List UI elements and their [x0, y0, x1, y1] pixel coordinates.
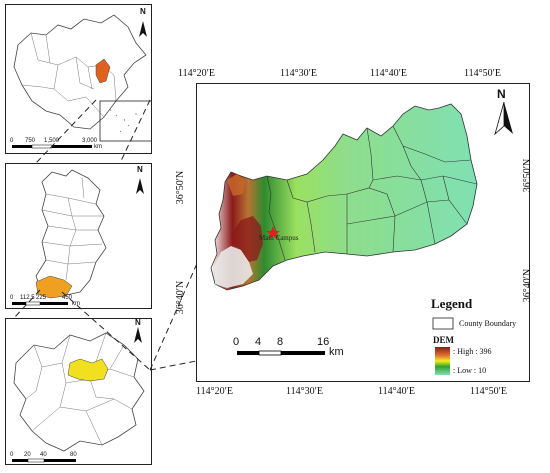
- dem-high-ridge: [231, 216, 263, 262]
- inset-city-panel: N 0 20 40 80: [5, 318, 152, 465]
- dem-color-ramp: [435, 347, 450, 375]
- city-outline: [13, 332, 145, 452]
- china-north-label: N: [140, 7, 146, 16]
- lat-right-2: 36°40′N: [522, 268, 534, 303]
- scale-unit: km: [329, 346, 344, 358]
- legend-high: : High : 396: [453, 347, 492, 356]
- lat-left-2: 36°40′N: [175, 280, 187, 315]
- legend-dem-title: DEM: [433, 335, 454, 345]
- legend-county-boundary: County Boundary: [459, 319, 517, 328]
- dem-peak-area: [215, 246, 253, 288]
- county-boundaries: [266, 125, 478, 261]
- legend-title: Legend: [431, 296, 473, 311]
- china-scale-0: 0: [10, 138, 14, 144]
- province-outline: [35, 169, 107, 297]
- province-scale-3: 450: [62, 295, 73, 301]
- province-north-label: N: [137, 165, 143, 174]
- city-scale-1: 20: [24, 452, 31, 458]
- lat-right-1: 36°50′N: [522, 158, 534, 193]
- province-scale-unit: km: [72, 301, 80, 307]
- scale-label-1: 4: [255, 336, 262, 348]
- north-arrow-icon: [134, 327, 142, 343]
- city-north-label: N: [135, 318, 141, 327]
- province-city-lines: [41, 177, 104, 281]
- china-scale-unit: km: [94, 144, 102, 150]
- campus-star-icon: [266, 226, 280, 239]
- main-map-frame: N Main Campus 0 4 8 16 km Legend County …: [196, 83, 530, 382]
- lon-top-4: 114°50′E: [464, 68, 501, 79]
- china-scale-2: 1,500: [44, 138, 60, 144]
- china-scale-1: 750: [25, 138, 36, 144]
- lon-bottom-3: 114°40′E: [378, 386, 415, 397]
- city-map: [12, 327, 145, 463]
- inset-province-panel: N 0 112.5 225 450 km: [5, 163, 152, 309]
- lon-top-3: 114°40′E: [370, 68, 407, 79]
- city-scale-0: 0: [10, 452, 14, 458]
- lat-left-1: 36°50′N: [175, 170, 187, 205]
- inset-china-panel: N 0 750 1,500 3,000 km: [5, 4, 152, 154]
- study-area-dem: [210, 103, 478, 291]
- north-arrow-icon: [136, 178, 144, 194]
- lon-bottom-4: 114°50′E: [470, 386, 507, 397]
- city-scale-3: 80: [70, 452, 77, 458]
- dem-map: [210, 101, 513, 375]
- china-highlight-region: [95, 58, 111, 84]
- north-arrow-icon: [139, 21, 147, 37]
- province-scale-0: 0: [10, 295, 14, 301]
- campus-label: Main Campus: [259, 234, 299, 242]
- province-map: [12, 169, 144, 306]
- lon-bottom-2: 114°30′E: [286, 386, 323, 397]
- province-scale-1: 112.5: [20, 295, 35, 301]
- islands: [109, 108, 137, 133]
- dem-north-ridge: [227, 174, 245, 196]
- scale-label-3: 16: [317, 336, 330, 348]
- china-outline: [13, 14, 147, 130]
- lon-top-2: 114°30′E: [280, 68, 317, 79]
- china-map: [12, 14, 151, 149]
- legend-low: : Low : 10: [453, 366, 487, 375]
- lon-top-1: 114°20′E: [178, 68, 215, 79]
- lon-bottom-1: 114°20′E: [196, 386, 233, 397]
- main-north-label: N: [497, 87, 506, 101]
- province-scale-2: 225: [36, 295, 47, 301]
- county-boundary-swatch: [432, 317, 454, 330]
- city-scale-2: 40: [40, 452, 47, 458]
- scale-label-0: 0: [233, 336, 240, 348]
- scale-label-2: 8: [277, 336, 284, 348]
